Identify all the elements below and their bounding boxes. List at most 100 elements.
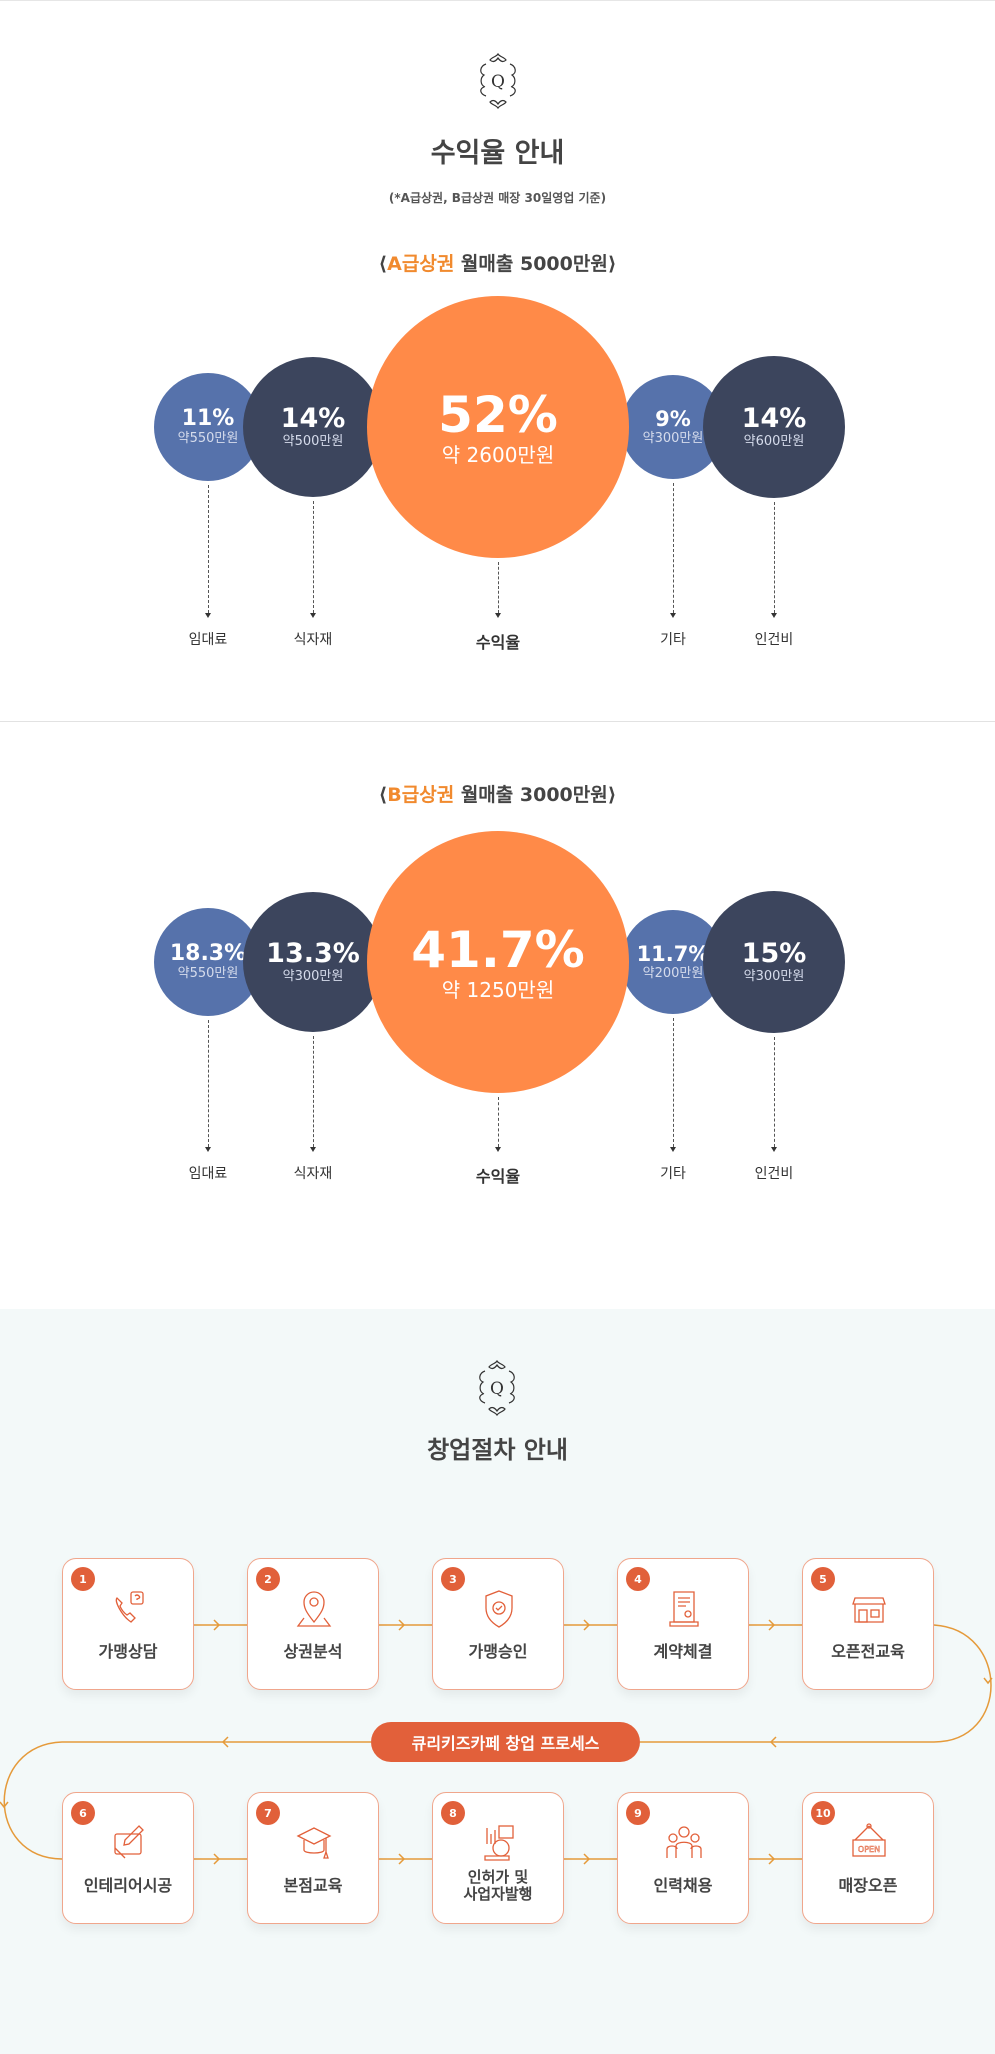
cost-circle: 15% 약300만원 bbox=[703, 891, 845, 1033]
process-step-5: 5 오픈전교육 bbox=[802, 1558, 934, 1690]
step-number: 5 bbox=[811, 1567, 835, 1591]
step-label: 매장오픈 bbox=[838, 1876, 898, 1895]
arrow-down-icon bbox=[771, 1147, 777, 1152]
step-number: 6 bbox=[71, 1801, 95, 1825]
connector-dashed-line bbox=[774, 502, 775, 613]
connector-dashed-line bbox=[208, 1020, 209, 1147]
connector-dashed-line bbox=[208, 485, 209, 613]
step-number: 1 bbox=[71, 1567, 95, 1591]
scenario-a-grade: A급상권 bbox=[387, 253, 455, 275]
arrow-down-icon bbox=[310, 1147, 316, 1152]
step-label: 가맹승인 bbox=[468, 1642, 528, 1661]
step-number: 7 bbox=[256, 1801, 280, 1825]
category-label: 수익율 bbox=[475, 1167, 521, 1186]
category-label: 수익율 bbox=[475, 633, 521, 652]
step-label: 오픈전교육 bbox=[831, 1642, 905, 1661]
step-number: 4 bbox=[626, 1567, 650, 1591]
process-step-3: 3 가맹승인 bbox=[432, 1558, 564, 1690]
process-step-8: 8 인허가 및 사업자발행 bbox=[432, 1792, 564, 1924]
process-badge: 큐리키즈카페 창업 프로세스 bbox=[371, 1722, 640, 1762]
percent-value: 11.7% bbox=[636, 941, 710, 966]
step-label: 본점교육 bbox=[283, 1876, 343, 1895]
percent-value: 52% bbox=[438, 385, 558, 444]
process-step-4: 4 계약체결 bbox=[617, 1558, 749, 1690]
category-label: 임대료 bbox=[188, 632, 228, 648]
step-number: 10 bbox=[811, 1801, 835, 1825]
svg-text:Q: Q bbox=[491, 72, 505, 92]
svg-text:OPEN: OPEN bbox=[858, 1845, 880, 1854]
interior-design-icon bbox=[114, 1825, 144, 1859]
step-number: 2 bbox=[256, 1567, 280, 1591]
amount-value: 약 2600만원 bbox=[441, 442, 555, 467]
category-label: 인건비 bbox=[754, 1166, 794, 1182]
scenario-b-heading: ⟨B급상권 월매출 3000만원⟩ bbox=[378, 784, 617, 806]
percent-value: 13.3% bbox=[266, 938, 360, 970]
amount-value: 약600만원 bbox=[743, 434, 805, 450]
process-step-2: 2 상권분석 bbox=[247, 1558, 379, 1690]
step-label: 인력채용 bbox=[653, 1876, 713, 1895]
arrow-down-icon bbox=[495, 1147, 501, 1152]
category-label: 인건비 bbox=[754, 632, 794, 648]
arrow-down-icon bbox=[670, 613, 676, 618]
revenue-subtitle: (*A급상권, B급상권 매장 30일영업 기준) bbox=[388, 191, 607, 205]
scenario-a-sales: 월매출 5000만원 bbox=[454, 253, 608, 275]
step-label: 인허가 및 사업자발행 bbox=[463, 1868, 533, 1904]
arrow-down-icon bbox=[670, 1147, 676, 1152]
arrow-down-icon bbox=[205, 1147, 211, 1152]
amount-value: 약300만원 bbox=[282, 969, 344, 985]
arrow-down-icon bbox=[771, 613, 777, 618]
connector-dashed-line bbox=[313, 501, 314, 613]
step-label: 인테리어시공 bbox=[83, 1876, 173, 1895]
q-logo-icon: Q bbox=[479, 1359, 515, 1417]
document-magnifier-icon bbox=[484, 1825, 514, 1861]
step-label: 상권분석 bbox=[283, 1642, 343, 1661]
amount-value: 약550만원 bbox=[177, 431, 239, 447]
process-step-10: 10 OPEN 매장오픈 bbox=[802, 1792, 934, 1924]
cost-circle: 13.3% 약300만원 bbox=[243, 892, 383, 1032]
arrow-down-icon bbox=[205, 613, 211, 618]
category-label: 식자재 bbox=[293, 1166, 333, 1182]
percent-value: 9% bbox=[655, 406, 691, 431]
q-logo-icon: Q bbox=[480, 52, 516, 110]
amount-value: 약550만원 bbox=[177, 966, 239, 982]
arrow-down-icon bbox=[310, 613, 316, 618]
process-step-7: 7 본점교육 bbox=[247, 1792, 379, 1924]
amount-value: 약300만원 bbox=[743, 969, 805, 985]
step-number: 9 bbox=[626, 1801, 650, 1825]
process-title: 창업절차 안내 bbox=[427, 1436, 568, 1464]
graduation-cap-icon bbox=[296, 1827, 332, 1859]
profit-circle: 52% 약 2600만원 bbox=[367, 296, 629, 558]
percent-value: 14% bbox=[280, 403, 346, 435]
cost-circle: 14% 약600만원 bbox=[703, 356, 845, 498]
svg-text:Q: Q bbox=[490, 1379, 504, 1399]
category-label: 임대료 bbox=[188, 1166, 228, 1182]
step-label: 가맹상담 bbox=[98, 1642, 158, 1661]
percent-value: 15% bbox=[741, 938, 807, 970]
top-divider bbox=[0, 0, 995, 1]
category-label: 기타 bbox=[660, 1166, 686, 1182]
process-step-6: 6 인테리어시공 bbox=[62, 1792, 194, 1924]
storefront-icon bbox=[852, 1597, 886, 1623]
amount-value: 약200만원 bbox=[642, 965, 704, 981]
connector-dashed-line bbox=[774, 1037, 775, 1147]
scenario-b-grade: B급상권 bbox=[387, 784, 455, 806]
amount-value: 약 1250만원 bbox=[441, 977, 555, 1002]
connector-dashed-line bbox=[498, 1097, 499, 1147]
contract-scroll-icon bbox=[669, 1591, 699, 1627]
percent-value: 11% bbox=[181, 406, 235, 432]
connector-dashed-line bbox=[313, 1036, 314, 1147]
map-pin-icon bbox=[296, 1591, 332, 1627]
open-sign-icon: OPEN bbox=[852, 1823, 886, 1857]
connector-dashed-line bbox=[673, 1018, 674, 1147]
shield-check-icon bbox=[485, 1590, 513, 1628]
percent-value: 41.7% bbox=[411, 920, 585, 979]
step-number: 8 bbox=[441, 1801, 465, 1825]
percent-value: 18.3% bbox=[169, 941, 247, 967]
revenue-title: 수익율 안내 bbox=[430, 138, 565, 169]
cost-circle: 14% 약500만원 bbox=[243, 357, 383, 497]
profit-circle: 41.7% 약 1250만원 bbox=[367, 831, 629, 1093]
phone-question-icon bbox=[115, 1591, 144, 1623]
category-label: 식자재 bbox=[293, 632, 333, 648]
step-number: 3 bbox=[441, 1567, 465, 1591]
